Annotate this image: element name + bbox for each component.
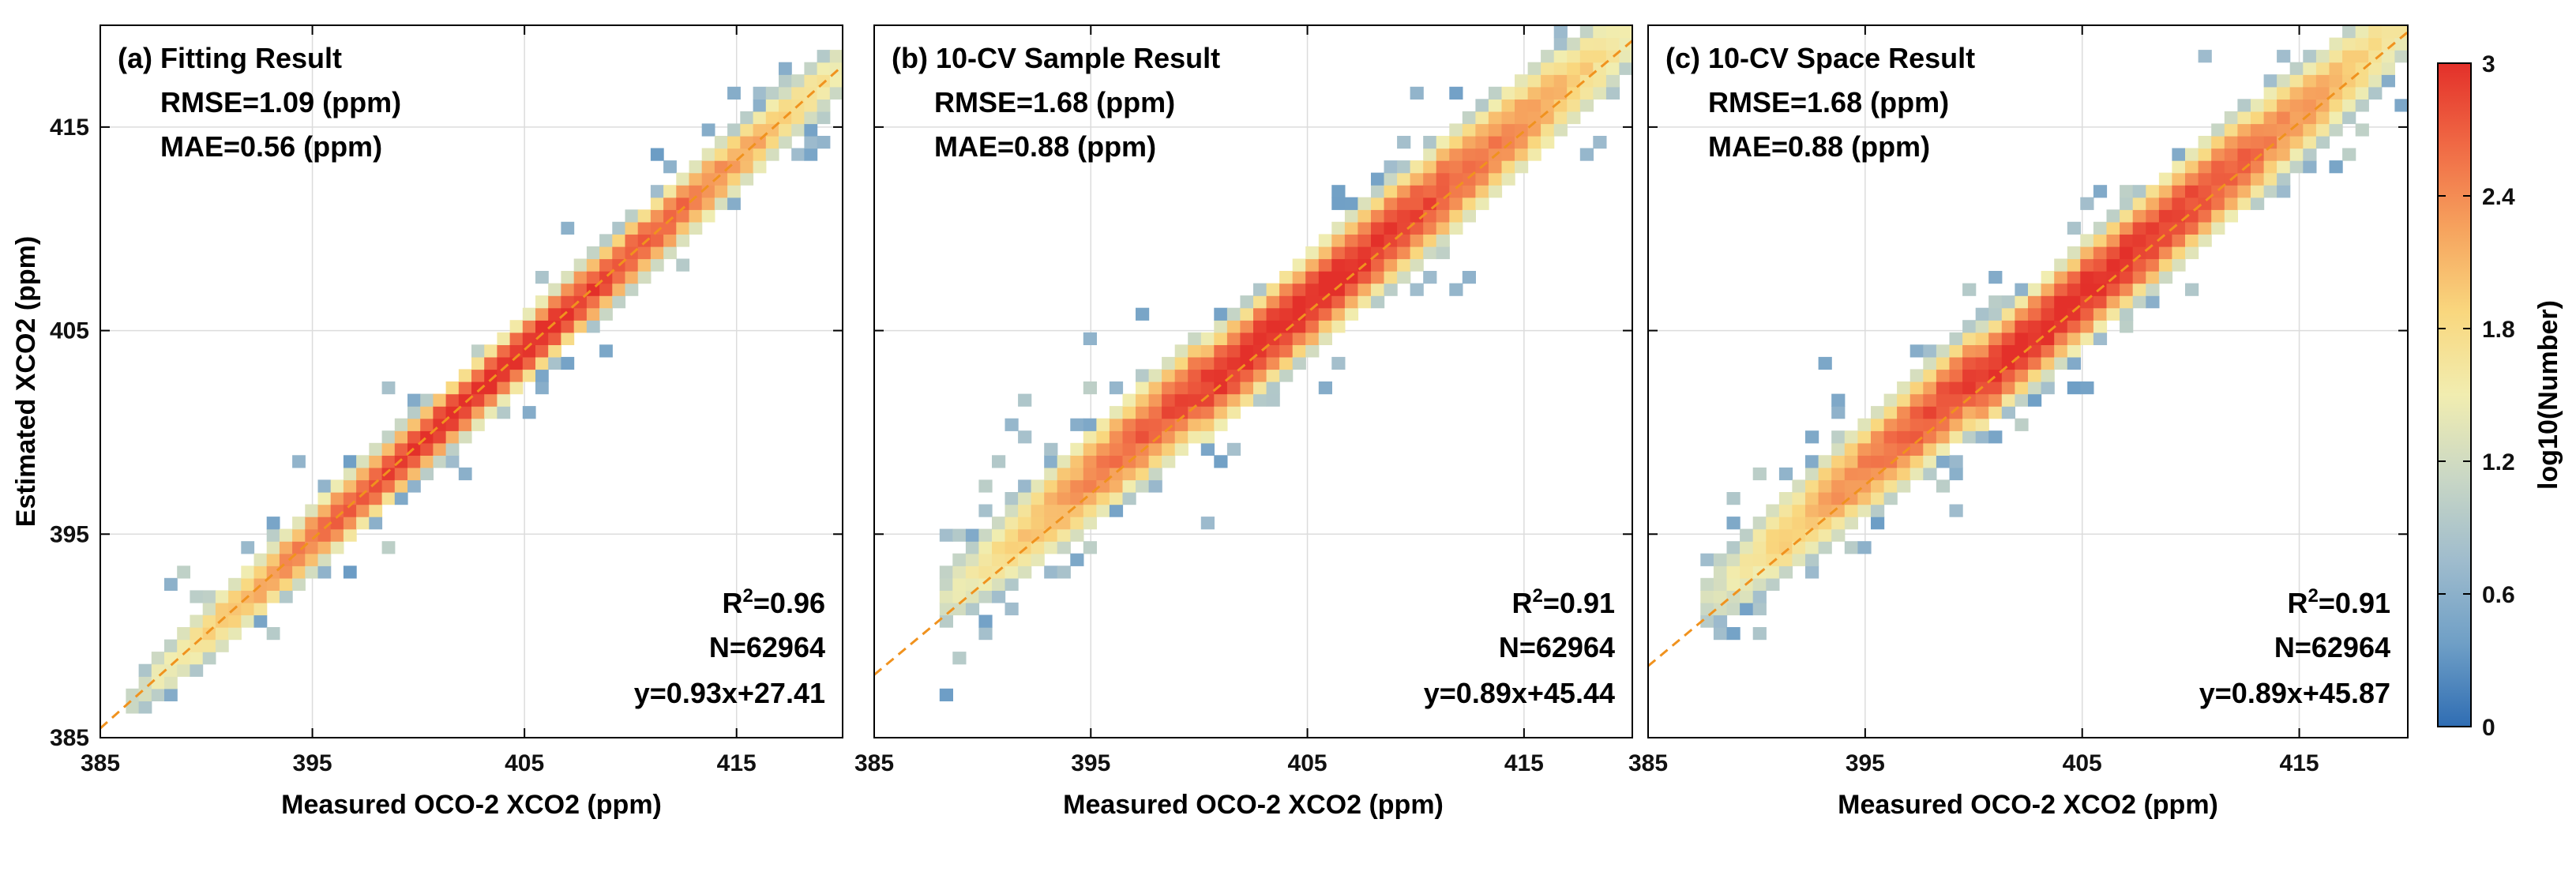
colorbar-tick-label: 2.4: [2482, 184, 2515, 210]
x-axis-label: Measured OCO-2 XCO2 (ppm): [1063, 790, 1444, 820]
x-tick-label: 385: [1628, 750, 1668, 776]
r-squared-annotation: R2=0.91: [1512, 585, 1615, 619]
x-tick-label: 415: [717, 750, 757, 776]
axes-frame: [873, 24, 1633, 738]
mae-annotation: MAE=0.56 (ppm): [160, 130, 382, 163]
colorbar-tick-label: 0.6: [2482, 582, 2515, 608]
mae-annotation: MAE=0.88 (ppm): [934, 130, 1156, 163]
sample-count-annotation: N=62964: [1499, 631, 1615, 663]
y-axis-label: Estimated XCO2 (ppm): [11, 236, 41, 527]
x-axis-label: Measured OCO-2 XCO2 (ppm): [1838, 790, 2218, 820]
x-tick-label: 415: [1504, 750, 1544, 776]
x-tick-label: 395: [293, 750, 332, 776]
x-tick-label: 405: [2063, 750, 2102, 776]
x-tick-label: 405: [1288, 750, 1327, 776]
colorbar-tick-label: 1.8: [2482, 317, 2515, 343]
density-bins: [126, 50, 843, 714]
scatter-panel-1: 385 395 405 415 385 395 405 415 Measured OCO-2 X…: [11, 24, 843, 820]
colorbar-tick-label: 3: [2482, 51, 2495, 77]
rmse-annotation: RMSE=1.09 (ppm): [160, 86, 401, 118]
colorbar: 0 0.6 1.2 1.8 2.4 3 log10(Number): [2437, 51, 2563, 741]
x-tick-label: 405: [505, 750, 544, 776]
sample-count-annotation: N=62964: [709, 631, 825, 663]
fit-equation-annotation: y=0.89x+45.87: [2199, 677, 2390, 709]
sample-count-annotation: N=62964: [2274, 631, 2390, 663]
density-bins: [939, 25, 1633, 701]
y-tick-label: 405: [50, 318, 89, 344]
fit-line: [873, 39, 1633, 676]
axes-frame: [100, 24, 843, 738]
fit-line: [1647, 31, 2409, 667]
rmse-annotation: RMSE=1.68 (ppm): [1708, 86, 1949, 118]
mae-annotation: MAE=0.88 (ppm): [1708, 130, 1930, 163]
density-bins: [1700, 25, 2409, 641]
x-axis-label: Measured OCO-2 XCO2 (ppm): [281, 790, 662, 820]
panel-title: (c) 10-CV Space Result: [1665, 42, 1975, 74]
colorbar-gradient: [2437, 62, 2472, 727]
x-tick-label: 385: [854, 750, 894, 776]
x-tick-label: 395: [1071, 750, 1110, 776]
fit-equation-annotation: y=0.93x+27.41: [634, 677, 825, 709]
colorbar-tick-label: 0: [2482, 715, 2495, 741]
r-squared-annotation: R2=0.96: [723, 585, 825, 619]
axes-frame: [1647, 24, 2409, 738]
scatter-panel-2: 385 395 405 415 Measured OCO-2 XCO2 (ppm) (b)…: [854, 24, 1633, 820]
x-tick-label: 395: [1846, 750, 1885, 776]
x-tick-label: 385: [81, 750, 120, 776]
colorbar-tick-label: 1.2: [2482, 449, 2515, 475]
panel-title: (b) 10-CV Sample Result: [892, 42, 1220, 74]
fit-line: [100, 65, 843, 730]
panel-title: (a) Fitting Result: [118, 42, 342, 74]
y-tick-label: 415: [50, 115, 89, 141]
fit-equation-annotation: y=0.89x+45.44: [1424, 677, 1615, 709]
rmse-annotation: RMSE=1.68 (ppm): [934, 86, 1175, 118]
colorbar-label: log10(Number): [2533, 300, 2563, 490]
r-squared-annotation: R2=0.91: [2288, 585, 2390, 619]
y-tick-label: 385: [50, 725, 89, 751]
y-tick-label: 395: [50, 521, 89, 547]
x-tick-label: 415: [2280, 750, 2319, 776]
scatter-panel-3: 385 395 405 415 Measured OCO-2 XCO2 (ppm) (c)…: [1628, 24, 2409, 820]
